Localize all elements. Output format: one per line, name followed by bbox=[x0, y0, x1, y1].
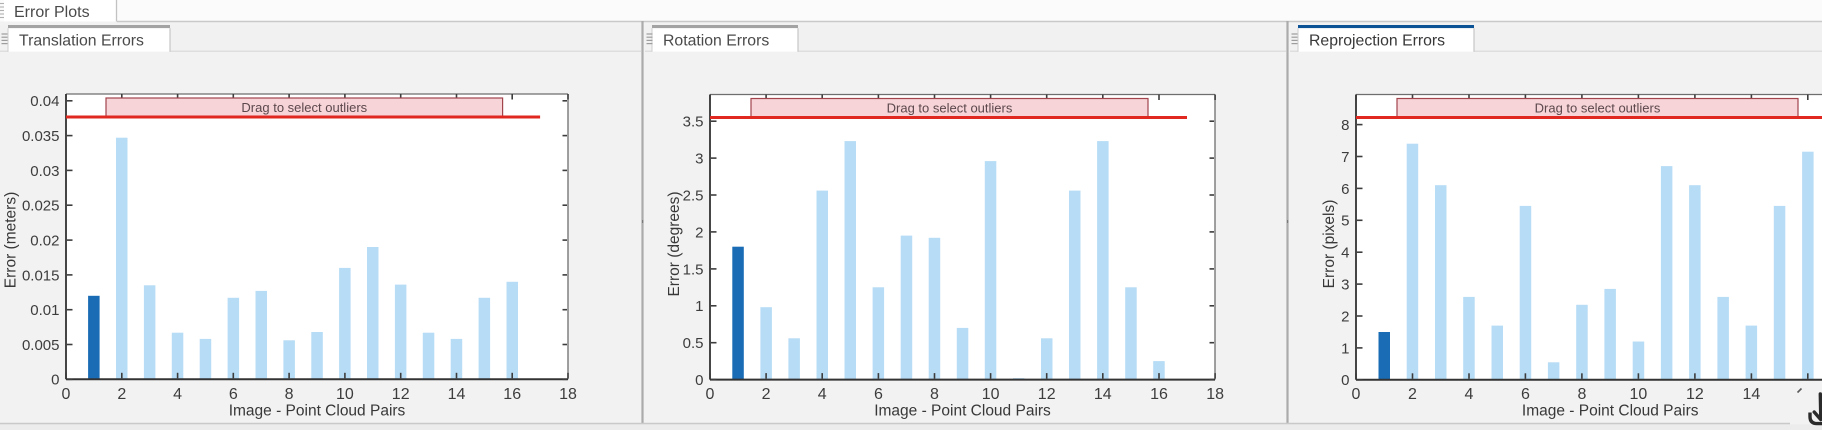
svg-text:7: 7 bbox=[1341, 149, 1349, 166]
svg-text:14: 14 bbox=[1094, 386, 1112, 403]
svg-text:0: 0 bbox=[706, 386, 715, 403]
svg-text:0: 0 bbox=[62, 386, 71, 403]
svg-text:18: 18 bbox=[559, 386, 577, 403]
svg-text:0.5: 0.5 bbox=[683, 335, 704, 352]
svg-text:0.01: 0.01 bbox=[30, 302, 59, 319]
svg-text:14: 14 bbox=[448, 386, 466, 403]
svg-text:1: 1 bbox=[1341, 340, 1349, 357]
svg-text:2: 2 bbox=[1341, 308, 1349, 325]
svg-text:0.025: 0.025 bbox=[22, 198, 60, 215]
svg-text:6: 6 bbox=[1521, 386, 1530, 403]
svg-text:Image - Point Cloud Pairs: Image - Point Cloud Pairs bbox=[874, 402, 1051, 419]
svg-text:4: 4 bbox=[1341, 245, 1349, 262]
svg-text:Reprojection Errors: Reprojection Errors bbox=[1309, 32, 1445, 49]
svg-text:0: 0 bbox=[1352, 386, 1361, 403]
svg-text:0.03: 0.03 bbox=[30, 163, 59, 180]
svg-text:5: 5 bbox=[1341, 213, 1349, 230]
svg-text:2: 2 bbox=[695, 224, 703, 241]
svg-text:Translation Errors: Translation Errors bbox=[19, 32, 144, 49]
svg-text:16: 16 bbox=[1150, 386, 1168, 403]
svg-text:Image - Point Cloud Pairs: Image - Point Cloud Pairs bbox=[1522, 402, 1699, 419]
svg-text:0.005: 0.005 bbox=[22, 337, 60, 354]
svg-text:2: 2 bbox=[1408, 386, 1417, 403]
svg-text:16: 16 bbox=[503, 386, 521, 403]
svg-text:Error (meters): Error (meters) bbox=[3, 192, 20, 288]
svg-text:3.5: 3.5 bbox=[683, 114, 704, 131]
svg-text:4: 4 bbox=[1465, 386, 1474, 403]
svg-text:Drag to select outliers: Drag to select outliers bbox=[887, 101, 1013, 116]
svg-text:Drag to select outliers: Drag to select outliers bbox=[1535, 101, 1661, 116]
svg-text:0.015: 0.015 bbox=[22, 267, 60, 284]
svg-text:1.5: 1.5 bbox=[683, 261, 704, 278]
svg-text:8: 8 bbox=[1577, 386, 1586, 403]
svg-text:12: 12 bbox=[392, 386, 410, 403]
svg-text:Error (pixels): Error (pixels) bbox=[1321, 200, 1338, 289]
svg-text:0: 0 bbox=[1341, 372, 1349, 389]
svg-text:Rotation Errors: Rotation Errors bbox=[663, 32, 769, 49]
svg-text:0.04: 0.04 bbox=[30, 93, 59, 110]
svg-text:4: 4 bbox=[173, 386, 182, 403]
svg-text:12: 12 bbox=[1038, 386, 1056, 403]
svg-text:2.5: 2.5 bbox=[683, 187, 704, 204]
svg-text:3: 3 bbox=[1341, 277, 1349, 294]
svg-text:0.02: 0.02 bbox=[30, 233, 59, 250]
svg-text:18: 18 bbox=[1206, 386, 1224, 403]
svg-text:3: 3 bbox=[695, 151, 703, 168]
svg-text:8: 8 bbox=[285, 386, 294, 403]
svg-text:0: 0 bbox=[695, 372, 703, 389]
svg-text:6: 6 bbox=[874, 386, 883, 403]
svg-text:0: 0 bbox=[51, 372, 59, 389]
svg-text:2: 2 bbox=[762, 386, 771, 403]
svg-text:Error (degrees): Error (degrees) bbox=[666, 191, 683, 296]
svg-text:10: 10 bbox=[982, 386, 1000, 403]
svg-text:8: 8 bbox=[930, 386, 939, 403]
svg-text:10: 10 bbox=[336, 386, 354, 403]
svg-text:6: 6 bbox=[1341, 181, 1349, 198]
svg-text:4: 4 bbox=[818, 386, 827, 403]
svg-text:Image - Point Cloud Pairs: Image - Point Cloud Pairs bbox=[229, 402, 406, 419]
svg-text:1: 1 bbox=[695, 298, 703, 315]
svg-text:0.035: 0.035 bbox=[22, 128, 60, 145]
svg-text:Error Plots: Error Plots bbox=[14, 4, 90, 21]
svg-text:12: 12 bbox=[1686, 386, 1704, 403]
svg-text:14: 14 bbox=[1743, 386, 1761, 403]
svg-text:6: 6 bbox=[229, 386, 238, 403]
svg-text:2: 2 bbox=[117, 386, 126, 403]
svg-text:8: 8 bbox=[1341, 117, 1349, 134]
svg-text:Drag to select outliers: Drag to select outliers bbox=[241, 100, 367, 115]
svg-text:10: 10 bbox=[1630, 386, 1648, 403]
